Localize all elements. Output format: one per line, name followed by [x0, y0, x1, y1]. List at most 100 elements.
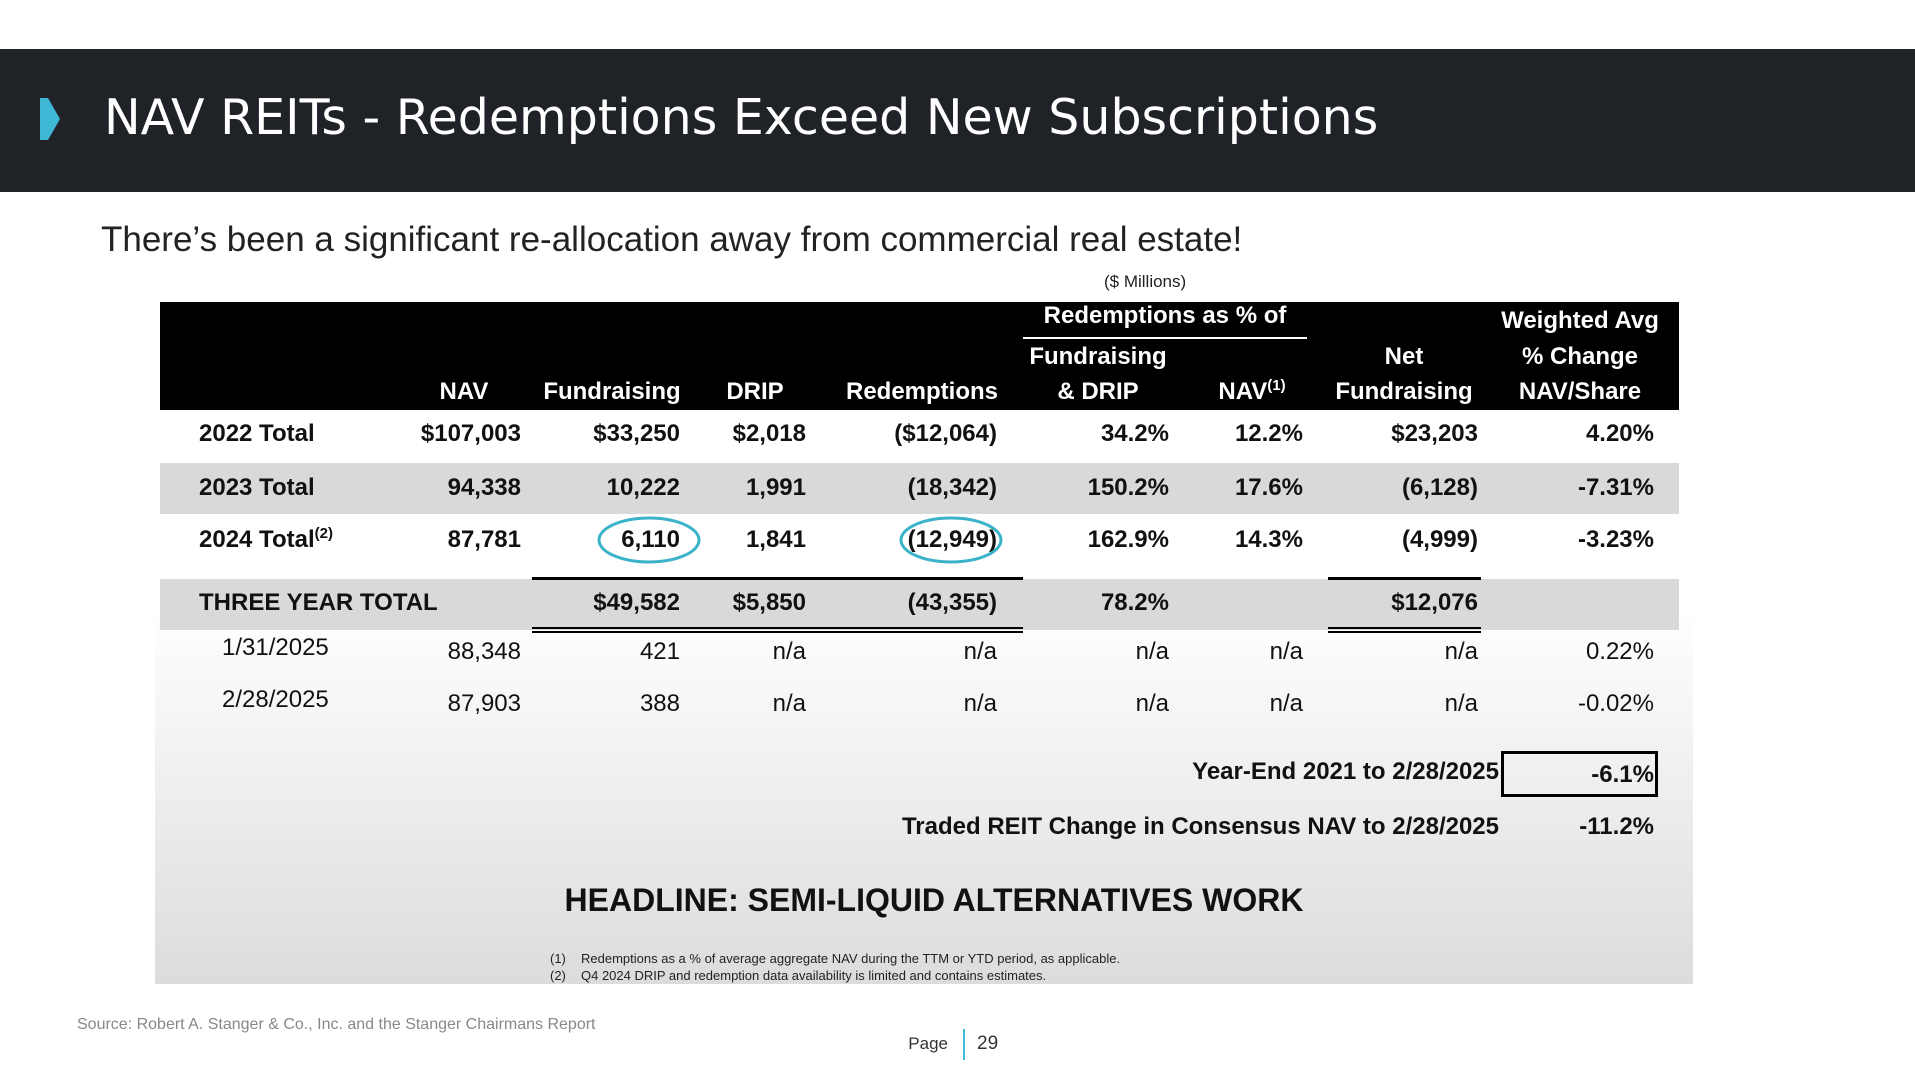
table-cell: 34.2%: [1100, 420, 1169, 447]
table-cell: 87,903: [447, 690, 521, 717]
column-header: Fundraising: [502, 377, 722, 407]
row-band: [160, 463, 1679, 514]
page-label: Page: [908, 1034, 948, 1053]
source-note: Source: Robert A. Stanger & Co., Inc. an…: [77, 1016, 596, 1033]
column-header-text: Redemptions: [845, 378, 998, 405]
column-header-text: DRIP: [726, 378, 784, 405]
table-cell: -0.02%: [1577, 690, 1654, 717]
summary-value: -6.1%: [1591, 761, 1654, 788]
table-cell: $49,582: [593, 589, 680, 616]
column-header-text: Net: [1384, 343, 1424, 370]
column-header: Redemptions: [812, 377, 1032, 407]
table-cell: (43,355): [907, 589, 997, 616]
subtitle: There’s been a significant re-allocation…: [101, 220, 1243, 259]
table-cell: (4,999): [1401, 526, 1478, 553]
table-cell: 87,781: [447, 526, 521, 553]
row-label-text: THREE YEAR TOTAL: [199, 589, 438, 616]
column-header-text: % Change: [1521, 343, 1638, 370]
row-label-text: 2/28/2025: [222, 686, 329, 713]
header-bar: [0, 49, 1915, 192]
column-header: NAV/Share: [1470, 377, 1690, 407]
row-label: 1/31/2025: [222, 633, 329, 663]
table-cell: $5,850: [732, 589, 806, 616]
summary-label: Year-End 2021 to 2/28/2025: [1192, 758, 1499, 785]
table-cell: (12,949): [907, 526, 997, 553]
rule: [532, 577, 1023, 580]
table-cell: n/a: [1135, 690, 1169, 717]
column-header-note: (1): [1267, 377, 1286, 394]
table-cell: 94,338: [447, 474, 521, 501]
column-header-text: NAV: [439, 378, 489, 405]
table-cell: n/a: [1444, 638, 1478, 665]
table-cell: n/a: [772, 638, 806, 665]
table-cell: n/a: [1269, 690, 1303, 717]
column-header: NAV(1): [1142, 377, 1362, 407]
table-cell: 14.3%: [1234, 526, 1303, 553]
table-cell: 78.2%: [1100, 589, 1169, 616]
table-cell: 17.6%: [1234, 474, 1303, 501]
column-header: Net: [1294, 342, 1514, 372]
table-cell: 4.20%: [1585, 420, 1654, 447]
table-cell: 1,841: [745, 526, 806, 553]
summary-value: -11.2%: [1579, 813, 1654, 840]
table-cell: 0.22%: [1585, 638, 1654, 665]
row-label-note: (2): [314, 525, 333, 542]
table-cell: 12.2%: [1234, 420, 1303, 447]
column-header-text: Fundraising: [543, 378, 681, 405]
row-label: 2/28/2025: [222, 685, 329, 715]
row-label-text: 2023 Total: [199, 474, 315, 501]
slide-title: NAV REITs - Redemptions Exceed New Subsc…: [104, 89, 1379, 146]
double-rule: [532, 627, 1023, 633]
column-header-text: & DRIP: [1057, 378, 1139, 405]
table-cell: 421: [639, 638, 680, 665]
column-header-text: Fundraising: [1335, 378, 1473, 405]
table-cell: $12,076: [1391, 589, 1478, 616]
table-cell: (6,128): [1401, 474, 1478, 501]
summary-label: Traded REIT Change in Consensus NAV to 2…: [901, 813, 1499, 840]
table-cell: -7.31%: [1577, 474, 1654, 501]
table-cell: ($12,064): [894, 420, 997, 447]
table-cell: n/a: [772, 690, 806, 717]
table-cell: $23,203: [1391, 420, 1478, 447]
table-cell: 10,222: [606, 474, 680, 501]
table-cell: $107,003: [420, 420, 521, 447]
column-header: % Change: [1470, 342, 1690, 372]
table-units: ($ Millions): [1104, 272, 1187, 291]
table-header-bg: [160, 302, 1679, 410]
table-cell: n/a: [1444, 690, 1478, 717]
table-cell: 6,110: [621, 526, 680, 553]
row-label: 2024 Total(2): [199, 525, 333, 555]
row-label-text: 2024 Total: [199, 526, 315, 553]
page-divider: [963, 1029, 965, 1060]
table-cell: 1,991: [745, 474, 806, 501]
footnote-marker: (2): [550, 968, 566, 983]
column-header: Fundraising: [1294, 377, 1514, 407]
column-header: Fundraising: [988, 342, 1208, 372]
row-label-text: 2022 Total: [199, 420, 315, 447]
table-cell: n/a: [1135, 638, 1169, 665]
footnote-text: Redemptions as a % of average aggregate …: [581, 951, 1121, 966]
column-header: & DRIP: [988, 377, 1208, 407]
table-cell: -3.23%: [1577, 526, 1654, 553]
table-cell: 150.2%: [1087, 474, 1169, 501]
table-cell: n/a: [963, 690, 997, 717]
table-cell: n/a: [963, 638, 997, 665]
row-label: THREE YEAR TOTAL: [199, 588, 438, 618]
column-header-text: Fundraising: [1029, 343, 1167, 370]
table-cell: 162.9%: [1087, 526, 1169, 553]
table-cell: $2,018: [732, 420, 806, 447]
column-header: Weighted Avg: [1470, 306, 1690, 336]
row-band: [160, 579, 1679, 630]
table-panel: [155, 302, 1693, 984]
column-header-text: NAV: [1218, 378, 1268, 405]
table-cell: $33,250: [593, 420, 680, 447]
group-header: Redemptions as % of: [1043, 302, 1287, 329]
page-number: 29: [977, 1033, 999, 1054]
footnote-text: Q4 2024 DRIP and redemption data availab…: [581, 968, 1047, 983]
table-cell: n/a: [1269, 638, 1303, 665]
table-cell: (18,342): [907, 474, 997, 501]
row-label-text: 1/31/2025: [222, 634, 329, 661]
column-header: DRIP: [645, 377, 865, 407]
row-label: 2023 Total: [199, 473, 315, 503]
table-cell: 88,348: [447, 638, 521, 665]
